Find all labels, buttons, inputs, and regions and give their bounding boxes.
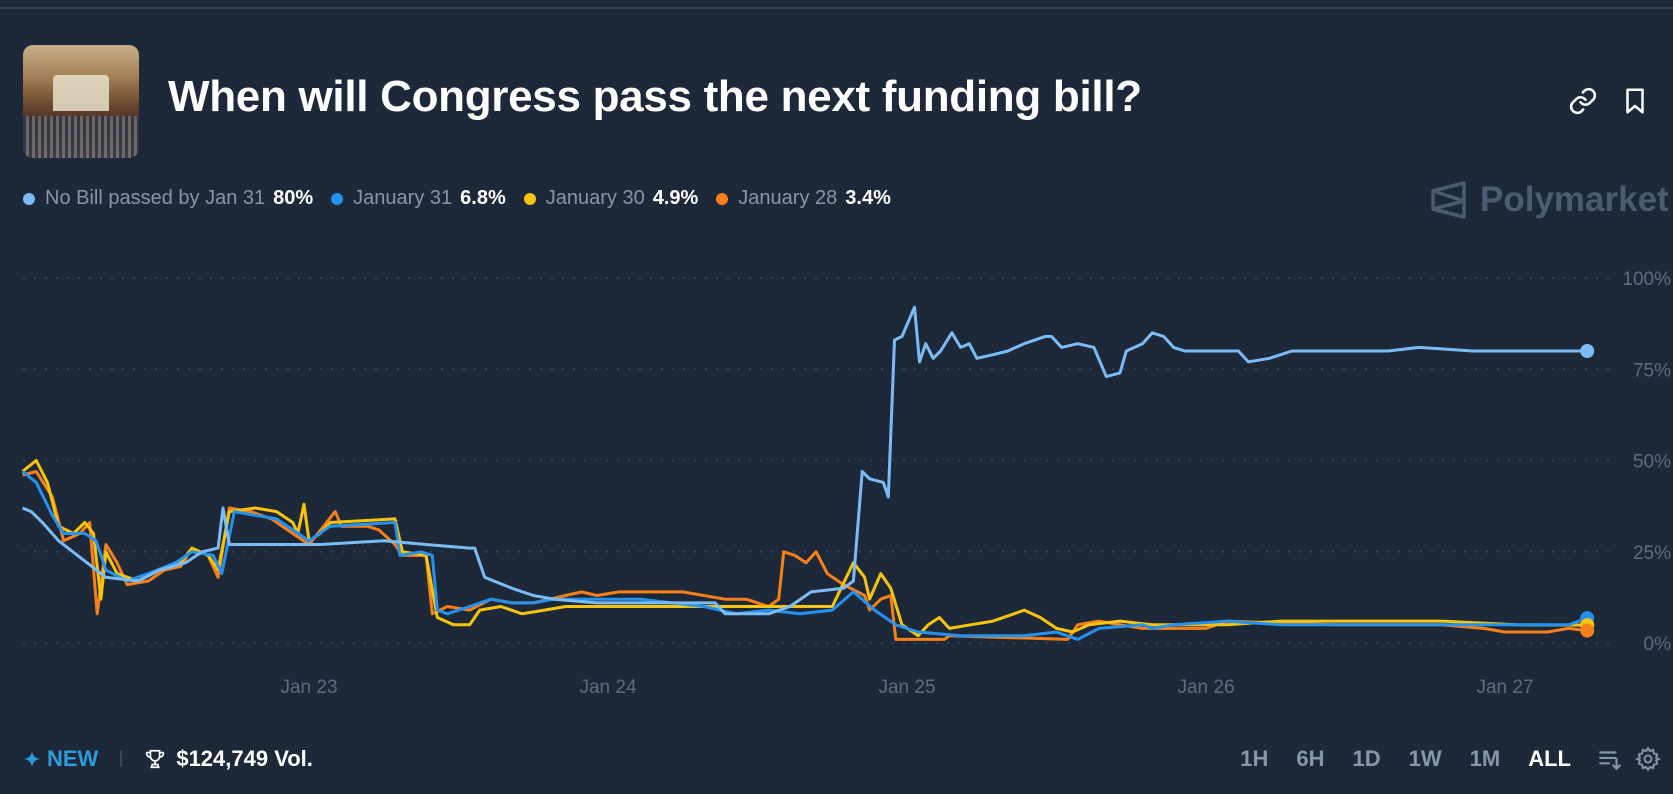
series-end-dot xyxy=(1580,623,1595,638)
range-1h[interactable]: 1H xyxy=(1240,746,1269,771)
legend-dot xyxy=(23,192,35,205)
y-tick-label: 100% xyxy=(1622,269,1671,290)
range-all[interactable]: ALL xyxy=(1528,746,1571,771)
x-tick-label: Jan 24 xyxy=(579,677,636,698)
legend-item: January 30 4.9% xyxy=(523,187,699,210)
legend-value: 6.8% xyxy=(460,187,506,209)
y-tick-label: 75% xyxy=(1633,360,1671,381)
polymarket-logo-icon xyxy=(1431,181,1466,219)
legend-dot xyxy=(523,192,536,205)
legend-item: January 28 3.4% xyxy=(716,187,891,210)
settings-gear-icon[interactable] xyxy=(1635,746,1661,772)
legend-value: 80% xyxy=(273,187,314,209)
legend-dot xyxy=(331,192,344,205)
series-line xyxy=(22,470,1588,641)
x-tick-label: Jan 23 xyxy=(280,677,337,698)
legend-dot xyxy=(716,192,729,205)
divider xyxy=(120,751,123,767)
chart-legend: No Bill passed by Jan 31 80% January 31 … xyxy=(23,187,909,210)
y-tick-label: 25% xyxy=(1633,543,1671,564)
x-tick-label: Jan 25 xyxy=(878,677,935,698)
x-tick-label: Jan 26 xyxy=(1177,677,1234,698)
polymarket-logo: Polymarket xyxy=(1430,180,1669,220)
range-6h[interactable]: 6H xyxy=(1296,746,1325,771)
range-1d[interactable]: 1D xyxy=(1352,746,1381,771)
y-tick-label: 0% xyxy=(1644,634,1672,655)
time-range-selector: 1H 6H 1D 1W 1M ALL xyxy=(1212,746,1661,772)
series-line xyxy=(21,459,1588,638)
volume: $124,749 Vol. xyxy=(176,746,313,771)
new-label: NEW xyxy=(47,746,99,771)
range-1w[interactable]: 1W xyxy=(1408,746,1442,771)
legend-label: January 28 xyxy=(738,187,838,209)
legend-label: January 31 xyxy=(353,187,453,209)
brand-name: Polymarket xyxy=(1480,180,1669,219)
y-tick-label: 50% xyxy=(1633,452,1671,473)
series-line xyxy=(21,305,1588,616)
legend-item: No Bill passed by Jan 31 80% xyxy=(23,187,313,210)
legend-label: January 30 xyxy=(545,187,645,209)
series-end-dot xyxy=(1580,344,1595,358)
footer-stats: NEW $124,749 Vol. xyxy=(23,746,313,772)
new-badge: NEW xyxy=(23,746,98,772)
page-title: When will Congress pass the next funding… xyxy=(168,72,1142,121)
market-thumbnail xyxy=(23,45,139,158)
range-1m[interactable]: 1M xyxy=(1469,746,1501,771)
x-tick-label: Jan 27 xyxy=(1476,677,1533,698)
legend-item: January 31 6.8% xyxy=(331,187,506,210)
legend-value: 4.9% xyxy=(652,187,699,209)
bookmark-icon[interactable] xyxy=(1620,86,1650,116)
series-line xyxy=(21,470,1588,641)
legend-value: 3.4% xyxy=(845,187,891,209)
legend-label: No Bill passed by Jan 31 xyxy=(45,187,266,209)
sort-icon[interactable] xyxy=(1597,746,1623,772)
sparkle-icon xyxy=(23,750,41,768)
top-divider xyxy=(0,7,1673,9)
trophy-icon xyxy=(146,749,165,769)
link-icon[interactable] xyxy=(1568,86,1598,116)
